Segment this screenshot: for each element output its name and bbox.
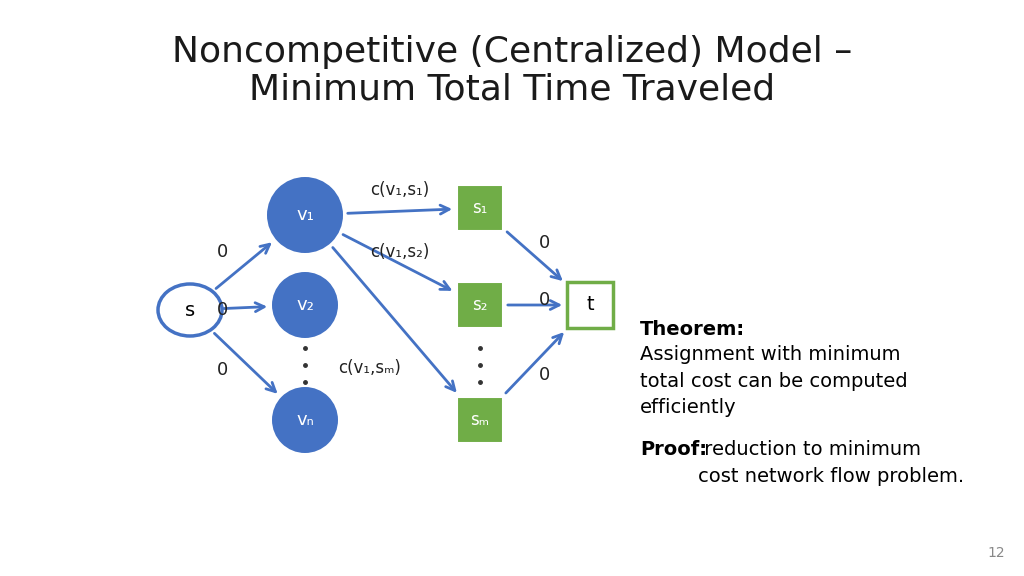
Text: 0: 0 <box>216 301 227 319</box>
Text: Minimum Total Time Traveled: Minimum Total Time Traveled <box>249 73 775 107</box>
Ellipse shape <box>158 284 222 336</box>
Text: c(v₁,s₁): c(v₁,s₁) <box>371 181 430 199</box>
Text: Theorem:: Theorem: <box>640 320 745 339</box>
Text: s₁: s₁ <box>472 199 487 217</box>
FancyBboxPatch shape <box>457 397 503 443</box>
Text: reduction to minimum
cost network flow problem.: reduction to minimum cost network flow p… <box>698 440 965 486</box>
Text: c(v₁,s₂): c(v₁,s₂) <box>371 243 430 261</box>
Circle shape <box>267 177 343 253</box>
Text: Proof:: Proof: <box>640 440 707 459</box>
FancyBboxPatch shape <box>457 282 503 328</box>
Text: s₂: s₂ <box>472 296 487 314</box>
Circle shape <box>272 272 338 338</box>
Text: 0: 0 <box>540 366 551 384</box>
Text: s: s <box>185 301 195 320</box>
Text: 0: 0 <box>216 361 227 379</box>
Text: Noncompetitive (Centralized) Model –: Noncompetitive (Centralized) Model – <box>172 35 852 69</box>
Text: 0: 0 <box>540 234 551 252</box>
Text: v₂: v₂ <box>296 296 314 314</box>
Text: v₁: v₁ <box>296 206 314 224</box>
Text: 0: 0 <box>216 243 227 261</box>
Text: 12: 12 <box>987 546 1005 560</box>
Text: vₙ: vₙ <box>296 411 314 429</box>
FancyBboxPatch shape <box>457 185 503 231</box>
Text: Assignment with minimum
total cost can be computed
efficiently: Assignment with minimum total cost can b… <box>640 345 907 417</box>
Text: t: t <box>586 295 594 314</box>
Text: 0: 0 <box>540 291 551 309</box>
FancyBboxPatch shape <box>567 282 613 328</box>
Circle shape <box>272 387 338 453</box>
Text: sₘ: sₘ <box>470 411 489 429</box>
Text: c(v₁,sₘ): c(v₁,sₘ) <box>339 359 401 377</box>
